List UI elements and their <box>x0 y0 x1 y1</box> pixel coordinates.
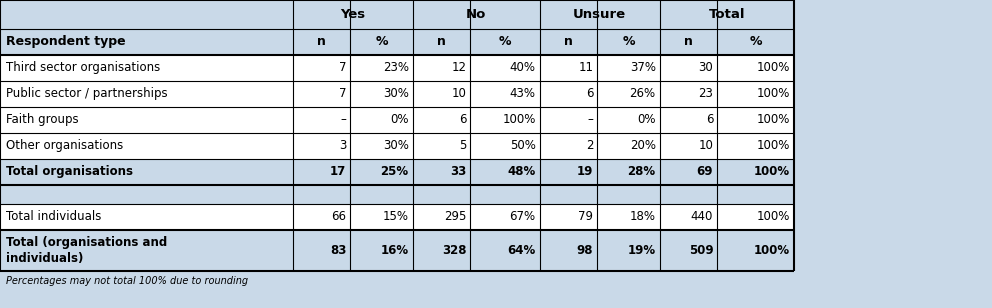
Text: 69: 69 <box>696 165 713 178</box>
Text: 2: 2 <box>585 139 593 152</box>
Text: 3: 3 <box>339 139 346 152</box>
Text: 83: 83 <box>329 244 346 257</box>
Text: 6: 6 <box>458 113 466 126</box>
Text: 79: 79 <box>578 210 593 223</box>
Text: %: % <box>622 35 635 48</box>
Text: 295: 295 <box>443 210 466 223</box>
Text: n: n <box>317 35 325 48</box>
Bar <box>0 29 794 55</box>
Text: 26%: 26% <box>630 87 656 100</box>
Text: 17: 17 <box>330 165 346 178</box>
Text: 30: 30 <box>698 61 713 74</box>
Text: 100%: 100% <box>754 165 790 178</box>
Bar <box>0 230 794 271</box>
Text: 33: 33 <box>450 165 466 178</box>
Text: –: – <box>587 113 593 126</box>
Text: n: n <box>564 35 572 48</box>
Text: 440: 440 <box>690 210 713 223</box>
Text: 37%: 37% <box>630 61 656 74</box>
Text: 66: 66 <box>331 210 346 223</box>
Text: 64%: 64% <box>508 244 536 257</box>
Text: 16%: 16% <box>381 244 409 257</box>
Text: 100%: 100% <box>754 244 790 257</box>
Text: 40%: 40% <box>510 61 536 74</box>
Bar <box>0 204 794 230</box>
Text: Unsure: Unsure <box>573 8 626 21</box>
Text: Respondent type: Respondent type <box>6 35 126 48</box>
Text: 6: 6 <box>585 87 593 100</box>
Text: No: No <box>466 8 486 21</box>
Text: 23: 23 <box>698 87 713 100</box>
Text: 43%: 43% <box>510 87 536 100</box>
Text: 20%: 20% <box>630 139 656 152</box>
Text: Public sector / partnerships: Public sector / partnerships <box>6 87 168 100</box>
Text: 23%: 23% <box>383 61 409 74</box>
Text: 12: 12 <box>451 61 466 74</box>
Bar <box>0 107 794 133</box>
Text: Yes: Yes <box>340 8 365 21</box>
Text: Third sector organisations: Third sector organisations <box>6 61 160 74</box>
Text: 25%: 25% <box>381 165 409 178</box>
Text: 15%: 15% <box>383 210 409 223</box>
Bar <box>0 81 794 107</box>
Text: 100%: 100% <box>756 87 790 100</box>
Text: Percentages may not total 100% due to rounding: Percentages may not total 100% due to ro… <box>6 276 248 286</box>
Text: 10: 10 <box>698 139 713 152</box>
Text: 328: 328 <box>441 244 466 257</box>
Text: 19%: 19% <box>628 244 656 257</box>
Text: 0%: 0% <box>390 113 409 126</box>
Text: %: % <box>375 35 388 48</box>
Text: 7: 7 <box>338 61 346 74</box>
Text: 30%: 30% <box>383 139 409 152</box>
Text: 100%: 100% <box>756 139 790 152</box>
Bar <box>0 0 794 29</box>
Text: 509: 509 <box>688 244 713 257</box>
Text: Total individuals: Total individuals <box>6 210 101 223</box>
Text: Total: Total <box>708 8 745 21</box>
Text: 100%: 100% <box>502 113 536 126</box>
Text: 48%: 48% <box>508 165 536 178</box>
Bar <box>0 133 794 159</box>
Text: 18%: 18% <box>630 210 656 223</box>
Bar <box>0 55 794 81</box>
Text: 67%: 67% <box>510 210 536 223</box>
Text: 19: 19 <box>576 165 593 178</box>
Text: 7: 7 <box>338 87 346 100</box>
Text: 11: 11 <box>578 61 593 74</box>
Text: n: n <box>684 35 692 48</box>
Text: Total (organisations and
individuals): Total (organisations and individuals) <box>6 236 168 265</box>
Bar <box>0 185 794 204</box>
Text: %: % <box>499 35 511 48</box>
Bar <box>0 159 794 185</box>
Text: 28%: 28% <box>628 165 656 178</box>
Text: %: % <box>749 35 762 48</box>
Text: 10: 10 <box>451 87 466 100</box>
Text: 100%: 100% <box>756 113 790 126</box>
Text: 50%: 50% <box>510 139 536 152</box>
Text: Faith groups: Faith groups <box>6 113 78 126</box>
Text: 6: 6 <box>705 113 713 126</box>
Text: –: – <box>340 113 346 126</box>
Text: 0%: 0% <box>637 113 656 126</box>
Text: 100%: 100% <box>756 210 790 223</box>
Text: Total organisations: Total organisations <box>6 165 133 178</box>
Text: 100%: 100% <box>756 61 790 74</box>
Text: 5: 5 <box>459 139 466 152</box>
Text: 30%: 30% <box>383 87 409 100</box>
Text: 98: 98 <box>576 244 593 257</box>
Text: Other organisations: Other organisations <box>6 139 123 152</box>
Text: n: n <box>437 35 445 48</box>
